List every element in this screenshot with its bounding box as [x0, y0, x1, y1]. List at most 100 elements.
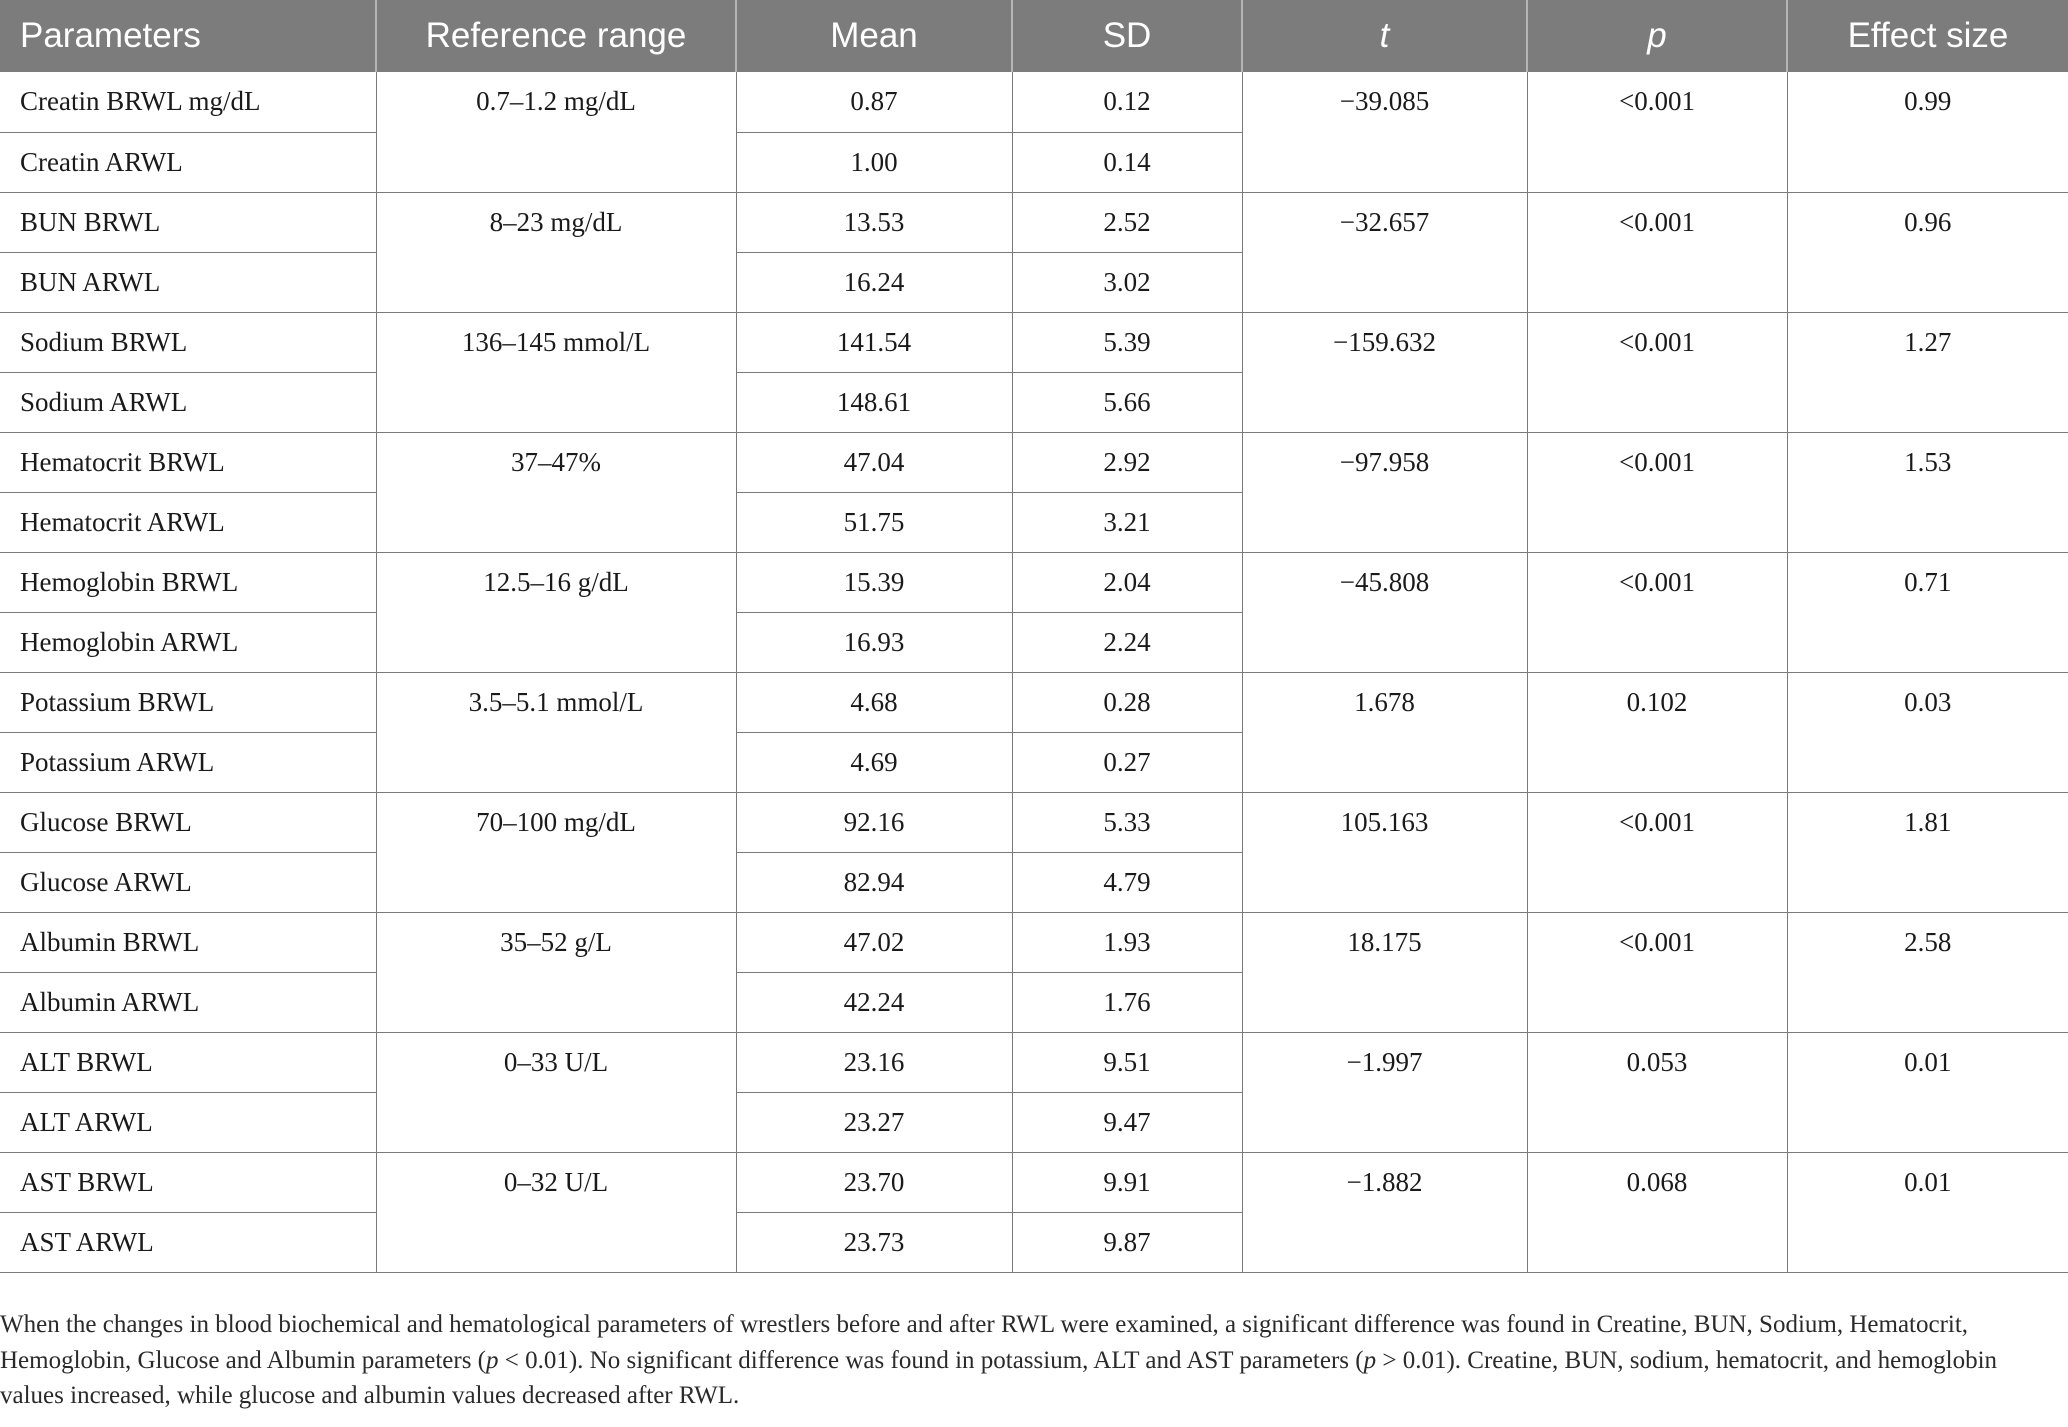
p-value-cell: <0.001 [1526, 551, 1788, 673]
mean-cell: 23.70 [735, 1151, 1013, 1213]
parameter-name-cell: ALT BRWL [0, 1031, 377, 1093]
sd-cell: 5.39 [1011, 311, 1243, 373]
parameter-name-cell: Potassium BRWL [0, 671, 377, 733]
header-mean: Mean [735, 0, 1012, 72]
sd-cell: 0.12 [1011, 72, 1243, 133]
footnote-part3: > 0.01). Creatine, BUN, sodium, hematocr… [0, 1346, 1998, 1410]
table-row: Potassium BRWL 3.5–5.1 mmol/L 4.68 0.28 1.67… [0, 671, 2068, 793]
p-value-cell: <0.001 [1526, 311, 1788, 433]
sd-cell: 0.14 [1011, 131, 1242, 193]
parameter-name-cell: Sodium BRWL [0, 311, 377, 373]
table-row: BUN ARWL 16.24 3.02 [0, 251, 2068, 313]
reference-range-cell: 70–100 mg/dL [375, 791, 737, 913]
parameter-name-cell: Creatin ARWL [0, 131, 377, 193]
table-row: Albumin ARWL 42.24 1.76 [0, 971, 2068, 1033]
sd-cell: 9.87 [1011, 1211, 1242, 1273]
header-row: Parameters Reference range Mean SD t p E… [0, 0, 2068, 72]
sd-cell: 3.02 [1011, 251, 1242, 313]
p-value-cell: 0.053 [1526, 1031, 1788, 1153]
sd-cell: 1.76 [1011, 971, 1242, 1033]
table-row: Glucose ARWL 82.94 4.79 [0, 851, 2068, 913]
reference-range-cell: 3.5–5.1 mmol/L [375, 671, 737, 793]
sd-cell: 1.93 [1011, 911, 1243, 973]
header-t: t [1241, 0, 1527, 72]
p-value-cell: <0.001 [1526, 72, 1788, 193]
header-parameters: Parameters [0, 0, 376, 72]
table-footnote: When the changes in blood biochemical an… [0, 1307, 2040, 1414]
effect-size-cell: 0.99 [1786, 72, 2068, 193]
sd-cell: 2.92 [1011, 431, 1243, 493]
sd-cell: 5.66 [1011, 371, 1242, 433]
mean-cell: 92.16 [735, 791, 1013, 853]
table-body: Creatin BRWL mg/dL 0.7–1.2 mg/dL 0.87 0.12−… [0, 72, 2068, 1273]
table-row: Hematocrit ARWL 51.75 3.21 [0, 491, 2068, 553]
mean-cell: 16.24 [735, 251, 1013, 313]
table-header: Parameters Reference range Mean SD t p E… [0, 0, 2068, 72]
effect-size-cell: 0.01 [1786, 1031, 2068, 1153]
table-row: Albumin BRWL 35–52 g/L 47.02 1.93 18.175 <0.0… [0, 911, 2068, 1033]
mean-cell: 16.93 [735, 611, 1013, 673]
table-row: Creatin ARWL 1.00 0.14 [0, 131, 2068, 193]
mean-cell: 82.94 [735, 851, 1013, 913]
t-value-cell: −45.808 [1241, 551, 1528, 673]
t-value-cell: −97.958 [1241, 431, 1528, 553]
reference-range-cell: 0.7–1.2 mg/dL [375, 72, 737, 193]
header-p: p [1526, 0, 1787, 72]
effect-size-cell: 1.27 [1786, 311, 2068, 433]
parameter-name-cell: Hemoglobin BRWL [0, 551, 377, 613]
parameter-name-cell: Sodium ARWL [0, 371, 377, 433]
mean-cell: 148.61 [735, 371, 1013, 433]
mean-cell: 51.75 [735, 491, 1013, 553]
t-value-cell: −32.657 [1241, 191, 1528, 313]
table-row: Hemoglobin BRWL 12.5–16 g/dL 15.39 2.04 −45.… [0, 551, 2068, 673]
table-row: Glucose BRWL 70–100 mg/dL 92.16 5.33 105.163… [0, 791, 2068, 913]
effect-size-cell: 2.58 [1786, 911, 2068, 1033]
table-row: ALT BRWL 0–33 U/L 23.16 9.51 −1.997 0.053 0.01 [0, 1031, 2068, 1153]
parameter-name-cell: BUN BRWL [0, 191, 377, 253]
p-value-cell: <0.001 [1526, 911, 1788, 1033]
t-value-cell: 18.175 [1241, 911, 1528, 1033]
t-value-cell: 1.678 [1241, 671, 1528, 793]
parameter-name-cell: Hemoglobin ARWL [0, 611, 377, 673]
effect-size-cell: 0.01 [1786, 1151, 2068, 1273]
table-row: Creatin BRWL mg/dL 0.7–1.2 mg/dL 0.87 0.12−… [0, 72, 2068, 193]
mean-cell: 1.00 [735, 131, 1013, 193]
t-value-cell: −159.632 [1241, 311, 1528, 433]
reference-range-cell: 0–32 U/L [375, 1151, 737, 1273]
footnote-part2: < 0.01). No significant difference was f… [498, 1346, 1364, 1374]
mean-cell: 23.27 [735, 1091, 1013, 1153]
sd-cell: 2.52 [1011, 191, 1243, 253]
effect-size-cell: 0.71 [1786, 551, 2068, 673]
results-table: Parameters Reference range Mean SD t p E… [0, 0, 2068, 1273]
table-row: Potassium ARWL 4.69 0.27 [0, 731, 2068, 793]
reference-range-cell: 136–145 mmol/L [375, 311, 737, 433]
sd-cell: 0.28 [1011, 671, 1243, 733]
sd-cell: 2.04 [1011, 551, 1243, 613]
mean-cell: 13.53 [735, 191, 1013, 253]
header-reference-range: Reference range [375, 0, 736, 72]
reference-range-cell: 37–47% [375, 431, 737, 553]
mean-cell: 0.87 [735, 72, 1013, 133]
mean-cell: 4.68 [735, 671, 1013, 733]
header-effect-size: Effect size [1786, 0, 2068, 72]
parameter-name-cell: AST ARWL [0, 1211, 377, 1273]
p-value-cell: <0.001 [1526, 791, 1788, 913]
p-value-cell: <0.001 [1526, 431, 1788, 553]
parameter-name-cell: ALT ARWL [0, 1091, 377, 1153]
reference-range-cell: 12.5–16 g/dL [375, 551, 737, 673]
sd-cell: 9.51 [1011, 1031, 1243, 1093]
p-value-cell: 0.102 [1526, 671, 1788, 793]
table-row: Hematocrit BRWL 37–47% 47.04 2.92 −97.958 <0.… [0, 431, 2068, 553]
effect-size-cell: 0.96 [1786, 191, 2068, 313]
sd-cell: 2.24 [1011, 611, 1242, 673]
table-row: AST ARWL 23.73 9.87 [0, 1211, 2068, 1273]
parameter-name-cell: Hematocrit ARWL [0, 491, 377, 553]
mean-cell: 47.04 [735, 431, 1013, 493]
table-row: BUN BRWL 8–23 mg/dL 13.53 2.52 −32.657 <0.001… [0, 191, 2068, 313]
reference-range-cell: 8–23 mg/dL [375, 191, 737, 313]
parameter-name-cell: Albumin BRWL [0, 911, 377, 973]
parameter-name-cell: Albumin ARWL [0, 971, 377, 1033]
t-value-cell: −1.882 [1241, 1151, 1528, 1273]
mean-cell: 4.69 [735, 731, 1013, 793]
table-row: AST BRWL 0–32 U/L 23.70 9.91 −1.882 0.068 0.01 [0, 1151, 2068, 1273]
